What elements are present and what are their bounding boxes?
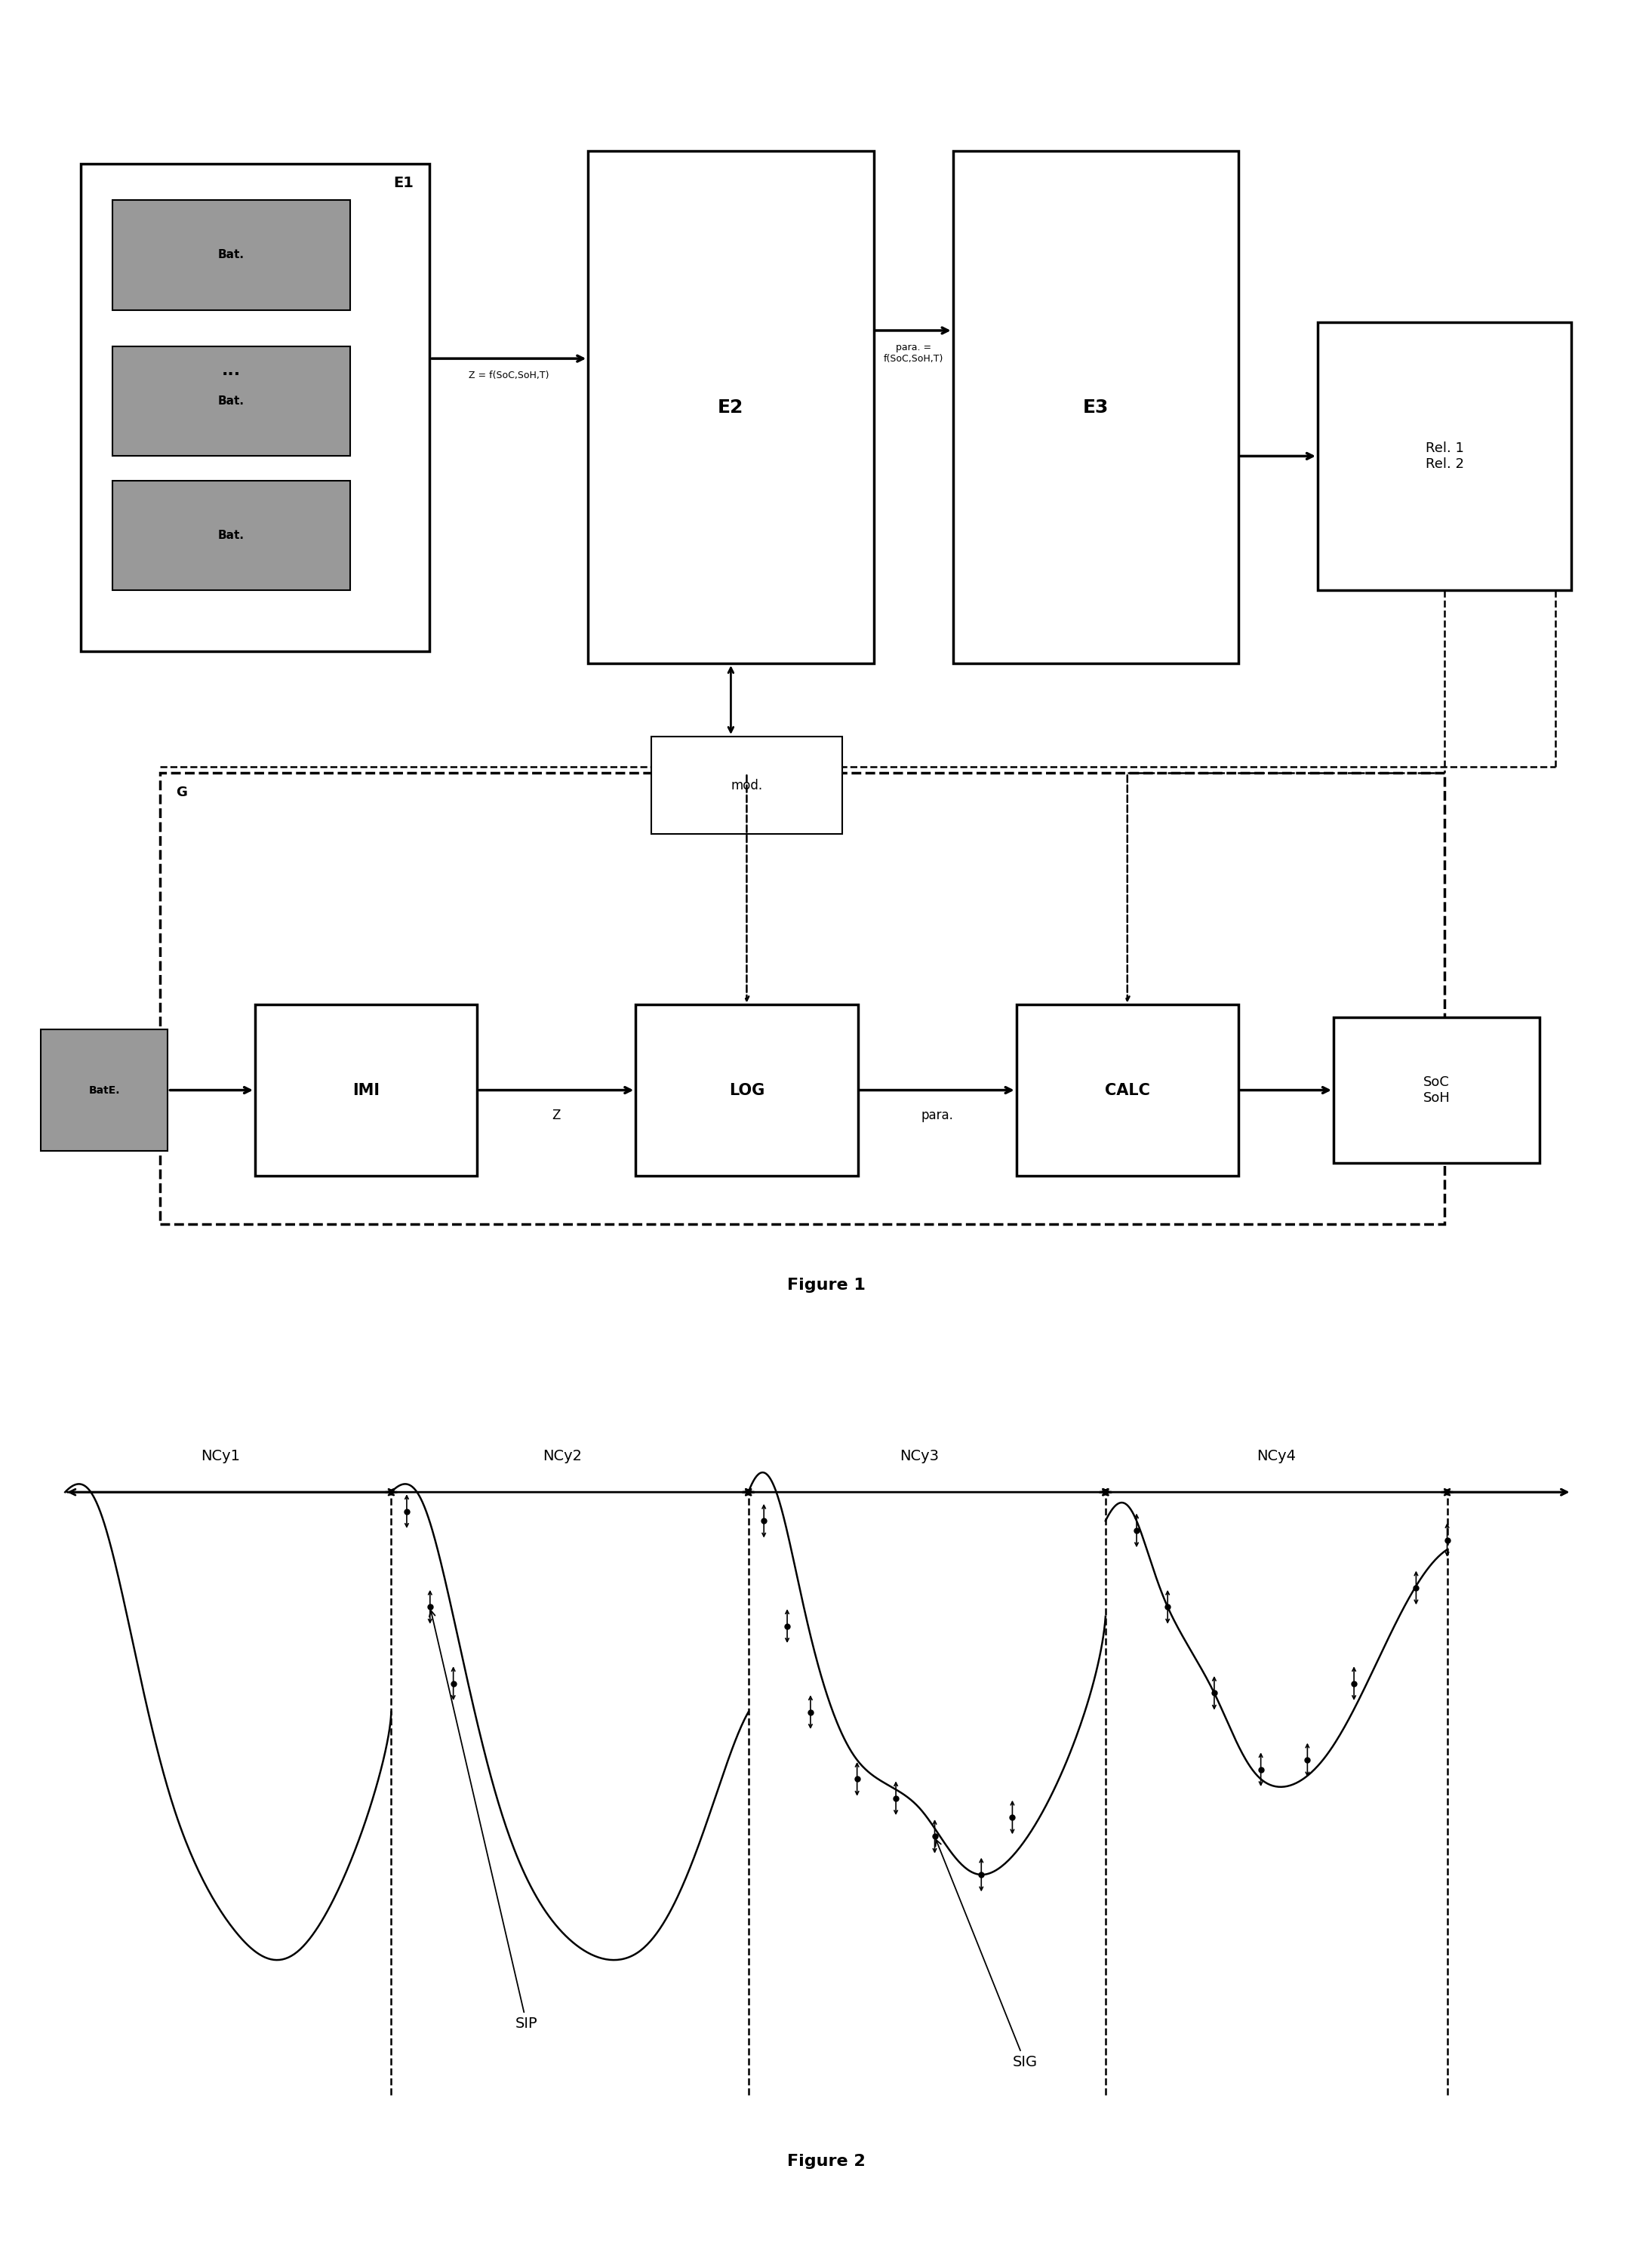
Text: CALC: CALC: [1105, 1082, 1150, 1097]
Text: NCy4: NCy4: [1257, 1450, 1295, 1463]
Bar: [636, 1005, 857, 1176]
Text: SIG: SIG: [935, 1840, 1037, 2068]
Text: Figure 1: Figure 1: [786, 1278, 866, 1294]
Bar: [1016, 1005, 1239, 1176]
Text: Bat.: Bat.: [218, 248, 244, 260]
Bar: [41, 1030, 169, 1152]
Text: Z: Z: [552, 1109, 560, 1122]
Text: NCy3: NCy3: [900, 1450, 938, 1463]
Bar: [254, 1005, 477, 1176]
Text: Bat.: Bat.: [218, 531, 244, 542]
Bar: [112, 481, 350, 589]
Text: NCy1: NCy1: [202, 1450, 240, 1463]
Text: E1: E1: [393, 176, 413, 190]
Text: IMI: IMI: [352, 1082, 380, 1097]
Text: Rel. 1
Rel. 2: Rel. 1 Rel. 2: [1426, 443, 1464, 470]
Bar: [81, 163, 430, 650]
Text: BatE.: BatE.: [89, 1084, 121, 1095]
Text: para. =
f(SoC,SoH,T): para. = f(SoC,SoH,T): [884, 343, 943, 364]
Text: Bat.: Bat.: [218, 395, 244, 406]
Text: para.: para.: [920, 1109, 953, 1122]
Bar: [588, 151, 874, 664]
Text: NCy2: NCy2: [542, 1450, 582, 1463]
Text: G: G: [175, 786, 187, 799]
Text: SIP: SIP: [430, 1610, 539, 2030]
Bar: [651, 736, 843, 833]
Bar: [112, 201, 350, 309]
Text: Figure 2: Figure 2: [786, 2154, 866, 2170]
Bar: [112, 345, 350, 456]
Bar: [160, 772, 1444, 1224]
Bar: [1318, 323, 1571, 589]
Text: ...: ...: [221, 364, 241, 379]
Text: E2: E2: [719, 397, 743, 415]
Text: SoC
SoH: SoC SoH: [1422, 1075, 1450, 1104]
Bar: [953, 151, 1239, 664]
Text: LOG: LOG: [729, 1082, 765, 1097]
Text: mod.: mod.: [730, 779, 763, 793]
Text: E3: E3: [1082, 397, 1108, 415]
Text: Z = f(SoC,SoH,T): Z = f(SoC,SoH,T): [469, 370, 548, 382]
Bar: [1333, 1016, 1540, 1163]
